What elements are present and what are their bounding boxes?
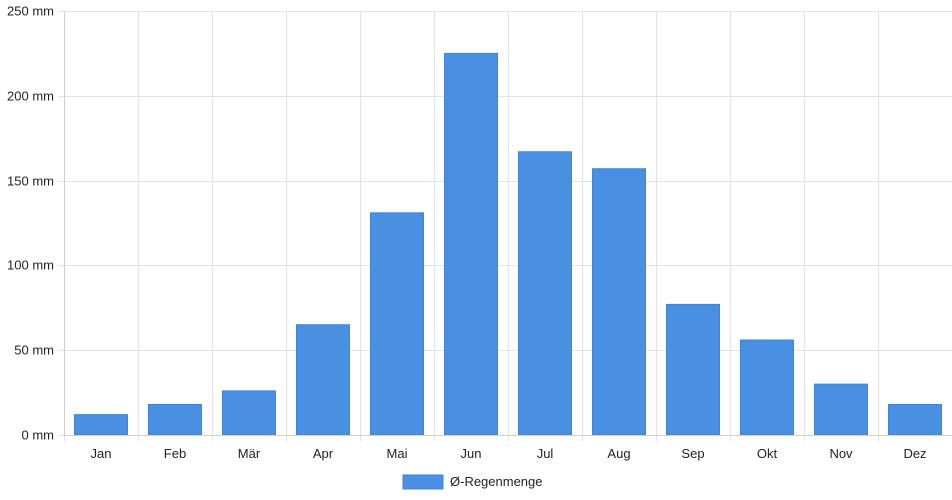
x-tick-label: Feb xyxy=(164,446,186,461)
x-tick-label: Apr xyxy=(313,446,334,461)
x-tick-label: Mai xyxy=(387,446,408,461)
bar-aug[interactable] xyxy=(592,168,646,436)
bar-mär[interactable] xyxy=(222,390,276,436)
bars xyxy=(74,52,942,436)
legend: Ø-Regenmenge xyxy=(402,474,543,490)
x-tick-label: Mär xyxy=(238,446,261,461)
y-tick-label: 150 mm xyxy=(7,174,54,189)
x-tick-label: Okt xyxy=(757,446,778,461)
y-tick-label: 200 mm xyxy=(7,89,54,104)
bar-feb[interactable] xyxy=(148,403,202,436)
x-tick-label: Nov xyxy=(829,446,853,461)
legend-swatch[interactable] xyxy=(402,474,444,490)
axes: 0 mm 50 mm 100 mm 150 mm 200 mm 250 mm Jan Feb M… xyxy=(7,4,952,461)
x-tick-label: Jun xyxy=(461,446,482,461)
bar-sep[interactable] xyxy=(666,303,720,436)
bar-mai[interactable] xyxy=(370,212,424,436)
x-tick-label: Aug xyxy=(607,446,630,461)
legend-label[interactable]: Ø-Regenmenge xyxy=(450,474,543,489)
y-tick-label: 0 mm xyxy=(22,428,55,443)
y-tick-label: 250 mm xyxy=(7,4,54,19)
x-tick-label: Jul xyxy=(537,446,554,461)
bar-jun[interactable] xyxy=(444,52,498,436)
bar-jul[interactable] xyxy=(518,151,572,436)
bar-okt[interactable] xyxy=(740,339,794,436)
bar-jan[interactable] xyxy=(74,414,128,436)
bar-apr[interactable] xyxy=(296,324,350,436)
grid-lines xyxy=(58,11,952,441)
y-tick-label: 100 mm xyxy=(7,258,54,273)
x-tick-label: Dez xyxy=(903,446,926,461)
bar-nov[interactable] xyxy=(814,383,868,436)
x-tick-label: Sep xyxy=(681,446,704,461)
y-tick-label: 50 mm xyxy=(14,343,54,358)
x-tick-label: Jan xyxy=(91,446,112,461)
bar-dez[interactable] xyxy=(888,403,942,436)
